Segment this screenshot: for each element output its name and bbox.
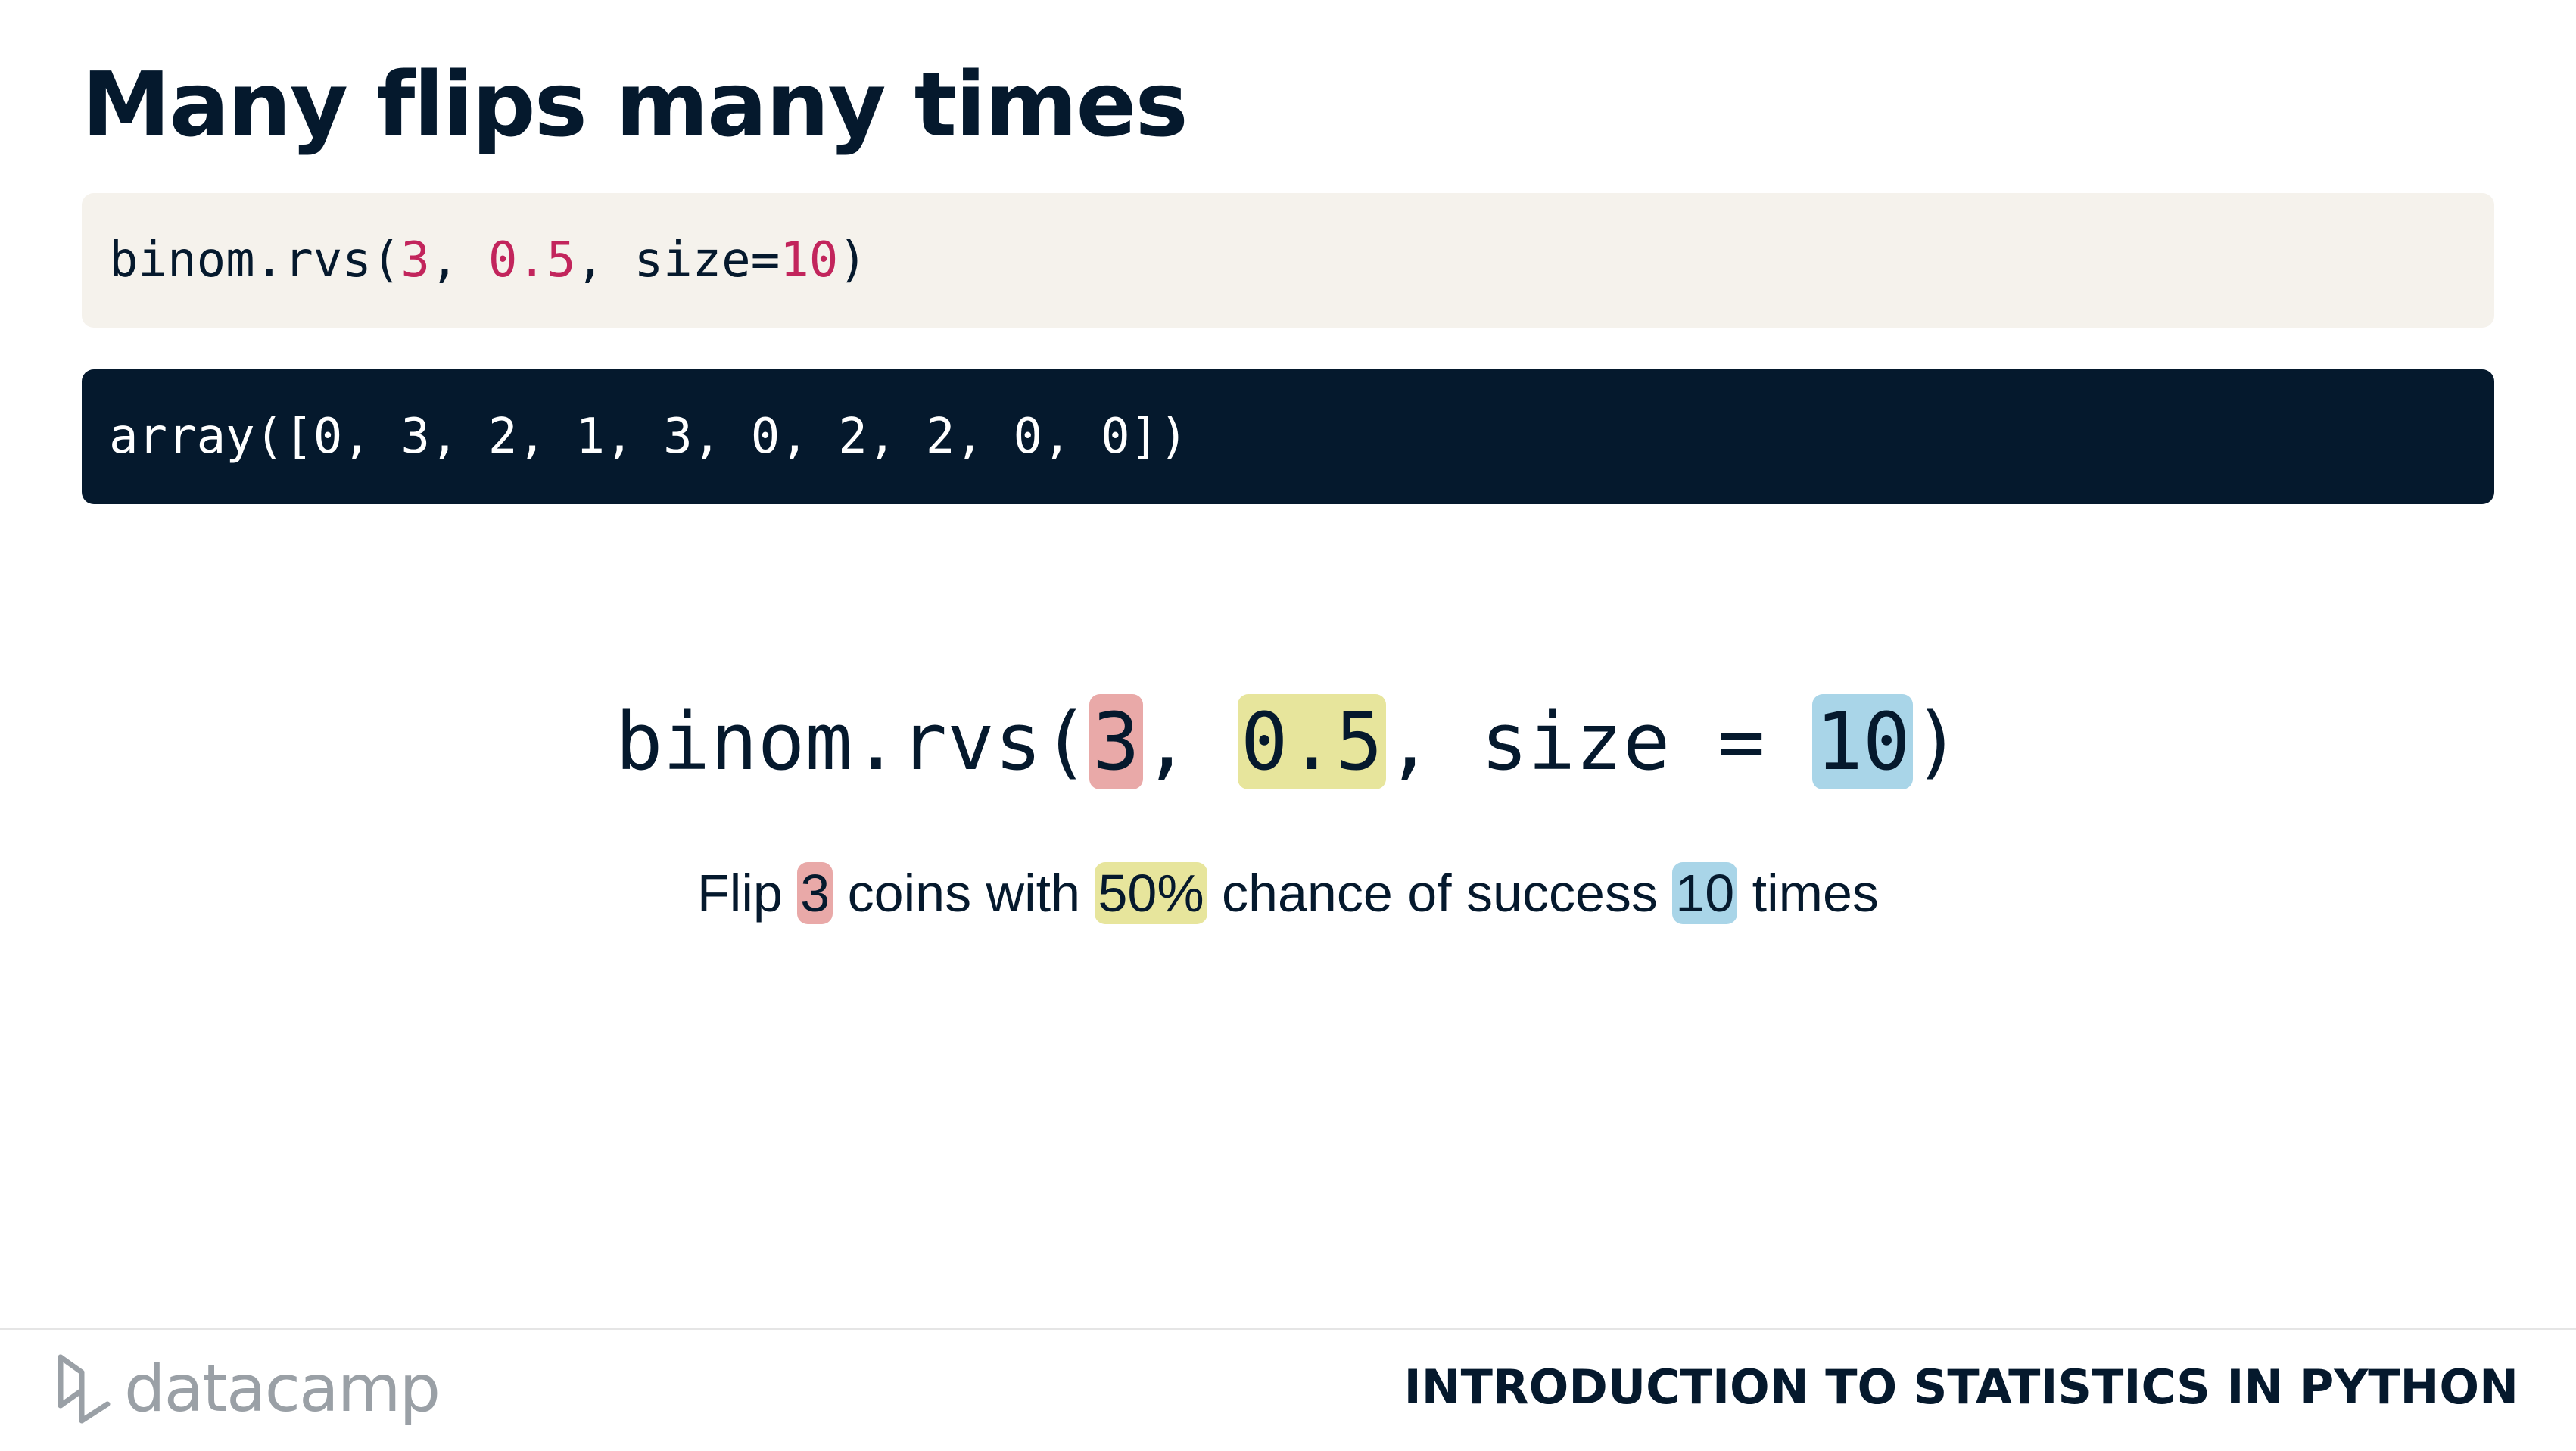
logo-text: datacamp	[124, 1351, 441, 1427]
annotated-suffix: )	[1913, 696, 1961, 788]
code-output-block: array([0, 3, 2, 1, 3, 0, 2, 2, 0, 0])	[82, 369, 2494, 504]
code-suffix: )	[838, 232, 867, 288]
explanation-size: 10	[1672, 862, 1738, 924]
explanation-p: 50%	[1095, 862, 1207, 924]
annotated-arg-size: 10	[1812, 694, 1914, 789]
code-sep1: ,	[429, 232, 488, 288]
annotated-prefix: binom.rvs(	[615, 696, 1090, 788]
course-title: INTRODUCTION TO STATISTICS IN PYTHON	[1403, 1359, 2518, 1415]
datacamp-logo: datacamp	[53, 1347, 441, 1431]
code-arg-size: 10	[780, 232, 839, 288]
code-arg-p: 0.5	[487, 232, 576, 288]
annotated-arg-n: 3	[1089, 694, 1143, 789]
code-arg-n: 3	[400, 232, 430, 288]
code-output-text: array([0, 3, 2, 1, 3, 0, 2, 2, 0, 0])	[109, 409, 1188, 465]
footer-divider	[0, 1328, 2576, 1330]
annotated-sep2: , size =	[1385, 696, 1813, 788]
explanation-n: 3	[797, 862, 833, 924]
annotated-sep1: ,	[1142, 696, 1238, 788]
code-prefix: binom.rvs(	[109, 232, 401, 288]
explanation-part2: coins with	[833, 864, 1095, 923]
annotated-code: binom.rvs(3, 0.5, size = 10)	[0, 694, 2576, 789]
explanation-sentence: Flip 3 coins with 50% chance of success …	[0, 861, 2576, 925]
code-input-block: binom.rvs(3, 0.5, size= 10)	[82, 193, 2494, 328]
explanation-part1: Flip	[697, 864, 798, 923]
code-sep2: , size=	[575, 232, 780, 288]
slide-title: Many flips many times	[82, 52, 1188, 157]
datacamp-logo-icon	[58, 1354, 111, 1424]
explanation-part3: chance of success	[1207, 864, 1673, 923]
explanation-part4: times	[1737, 864, 1879, 923]
annotated-arg-p: 0.5	[1237, 694, 1386, 789]
